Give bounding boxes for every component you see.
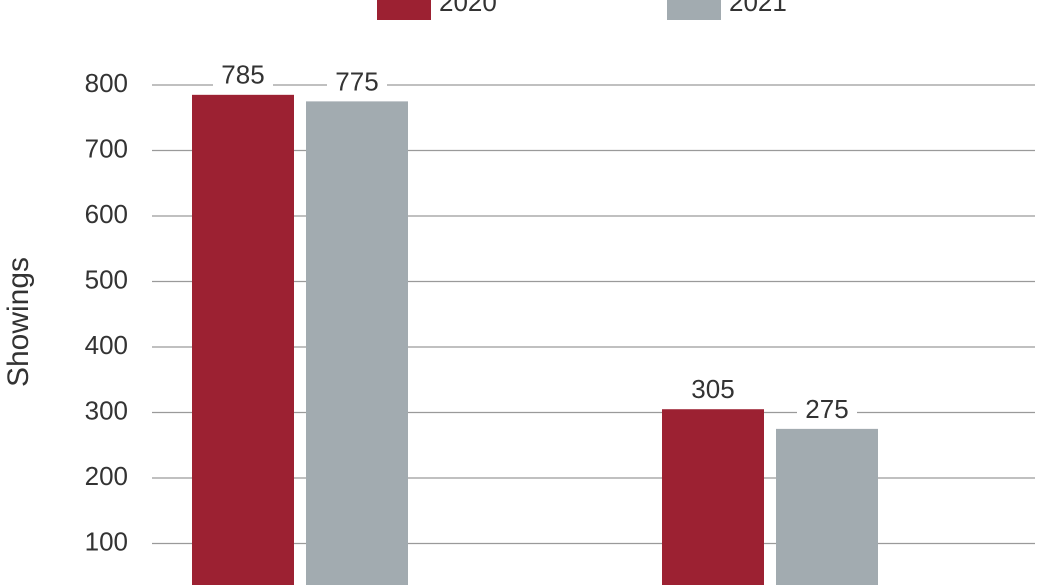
value-label-bg — [797, 396, 857, 425]
value-label: 275 — [805, 394, 848, 424]
value-label-bg — [683, 377, 743, 406]
y-tick-label: 400 — [85, 330, 128, 360]
value-label: 305 — [691, 374, 734, 404]
y-tick-label: 500 — [85, 264, 128, 294]
value-label-bg — [213, 62, 273, 91]
legend-swatch — [377, 0, 431, 20]
bar — [192, 94, 294, 585]
y-tick-label: 100 — [85, 526, 128, 556]
value-label-bg — [327, 69, 387, 98]
bar — [662, 409, 764, 585]
legend-swatch — [667, 0, 721, 20]
y-tick-label: 300 — [85, 395, 128, 425]
y-tick-label: 600 — [85, 199, 128, 229]
y-tick-label: 700 — [85, 133, 128, 163]
y-tick-label: 200 — [85, 461, 128, 491]
y-axis-title: Showings — [2, 257, 35, 387]
legend-label: 2020 — [439, 0, 497, 17]
bar — [776, 428, 878, 585]
value-label: 775 — [335, 66, 378, 96]
y-tick-label: 800 — [85, 68, 128, 98]
bar — [306, 101, 408, 585]
legend-label: 2021 — [729, 0, 787, 17]
value-label: 785 — [221, 60, 264, 90]
